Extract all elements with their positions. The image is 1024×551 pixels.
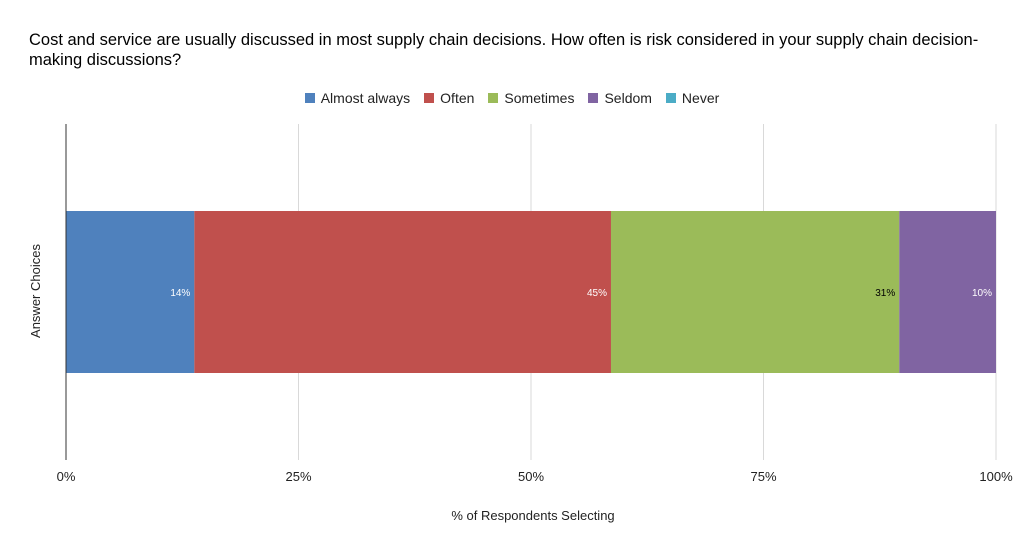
x-tick-label: 100% — [979, 469, 1013, 484]
x-tick-label: 0% — [57, 469, 76, 484]
legend-swatch — [488, 93, 499, 103]
chart-title: Cost and service are usually discussed i… — [29, 31, 979, 69]
y-axis-title: Answer Choices — [28, 244, 43, 338]
x-tick-label: 75% — [750, 469, 776, 484]
x-tick-label: 50% — [518, 469, 544, 484]
x-axis-ticks: 0% 25% 50% 75% 100% — [57, 469, 1013, 484]
legend-label: Never — [681, 90, 720, 106]
data-labels: 14% 45% 31% 10% — [170, 288, 992, 299]
legend-item-almost-always[interactable]: Almost always — [304, 90, 411, 106]
legend-swatch — [304, 93, 315, 103]
bar-segment-sometimes[interactable] — [610, 211, 900, 373]
data-label-almost-always: 14% — [170, 288, 190, 299]
data-label-often: 45% — [587, 288, 607, 299]
legend-label: Sometimes — [504, 90, 575, 106]
legend-item-seldom[interactable]: Seldom — [588, 90, 652, 106]
data-label-seldom: 10% — [972, 288, 992, 299]
legend: Almost always Often Sometimes Seldom Nev… — [0, 88, 1024, 108]
legend-label: Often — [440, 90, 475, 106]
legend-label: Seldom — [604, 90, 652, 106]
x-tick-label: 25% — [285, 469, 311, 484]
legend-item-often[interactable]: Often — [424, 90, 474, 106]
bar-segment-almost-always[interactable] — [66, 211, 195, 373]
legend-label: Almost always — [320, 90, 411, 106]
legend-item-sometimes[interactable]: Sometimes — [488, 90, 574, 106]
legend-item-never[interactable]: Never — [665, 90, 720, 106]
data-label-sometimes: 31% — [875, 288, 895, 299]
legend-swatch — [424, 93, 435, 103]
x-axis-title: % of Respondents Selecting — [451, 508, 614, 523]
legend-swatch — [665, 93, 676, 103]
legend-swatch — [588, 93, 599, 103]
bar-segments — [66, 211, 996, 373]
bar-segment-seldom[interactable] — [899, 211, 996, 373]
bar-segment-often[interactable] — [194, 211, 611, 373]
